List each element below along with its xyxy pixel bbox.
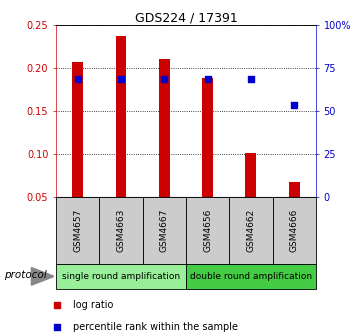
Point bbox=[161, 76, 167, 81]
Point bbox=[248, 76, 254, 81]
Text: double round amplification: double round amplification bbox=[190, 272, 312, 281]
Text: percentile rank within the sample: percentile rank within the sample bbox=[73, 322, 238, 332]
Bar bbox=[229, 197, 273, 264]
Bar bbox=[72, 62, 83, 197]
Bar bbox=[143, 197, 186, 264]
Bar bbox=[186, 197, 229, 264]
Bar bbox=[99, 197, 143, 264]
Bar bbox=[56, 197, 99, 264]
Bar bbox=[186, 264, 316, 289]
Text: single round amplification: single round amplification bbox=[62, 272, 180, 281]
Text: protocol: protocol bbox=[4, 270, 46, 280]
Text: GSM4662: GSM4662 bbox=[247, 209, 255, 252]
Point bbox=[54, 302, 60, 307]
Text: GSM4667: GSM4667 bbox=[160, 208, 169, 252]
Text: GSM4663: GSM4663 bbox=[117, 208, 125, 252]
Title: GDS224 / 17391: GDS224 / 17391 bbox=[135, 11, 237, 24]
Bar bbox=[245, 153, 256, 197]
Bar bbox=[289, 182, 300, 197]
Bar bbox=[56, 264, 186, 289]
Point bbox=[205, 76, 210, 81]
Point bbox=[75, 76, 81, 81]
Point bbox=[118, 76, 124, 81]
Bar bbox=[202, 78, 213, 197]
Bar bbox=[273, 197, 316, 264]
Point bbox=[291, 102, 297, 108]
Polygon shape bbox=[31, 267, 54, 285]
Text: log ratio: log ratio bbox=[73, 300, 113, 310]
Text: GSM4666: GSM4666 bbox=[290, 208, 299, 252]
Point bbox=[54, 324, 60, 330]
Text: GSM4657: GSM4657 bbox=[73, 208, 82, 252]
Bar bbox=[159, 59, 170, 197]
Text: GSM4656: GSM4656 bbox=[203, 208, 212, 252]
Bar bbox=[116, 36, 126, 197]
